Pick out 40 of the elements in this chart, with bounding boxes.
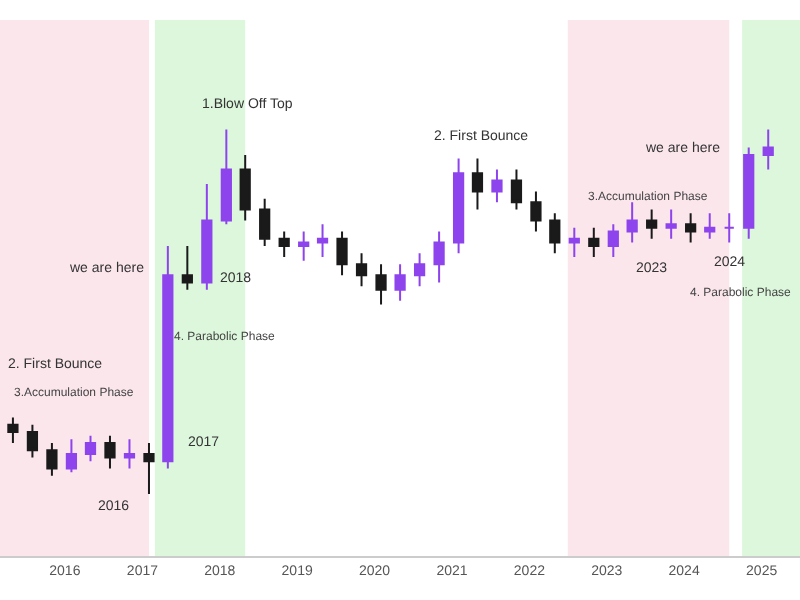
candlestick	[201, 183, 213, 291]
candlestick	[762, 128, 774, 171]
candlestick	[530, 190, 542, 233]
candlestick	[278, 230, 290, 258]
candlestick	[104, 434, 116, 470]
candlestick	[162, 245, 174, 470]
candlestick	[355, 252, 368, 288]
candlestick	[433, 230, 445, 284]
candlestick	[588, 226, 600, 258]
candlestick	[510, 168, 523, 211]
candlestick	[743, 146, 755, 240]
candlestick	[491, 168, 503, 204]
candlestick	[568, 226, 580, 258]
candlestick	[239, 153, 251, 222]
candlestick	[84, 434, 97, 463]
candlestick	[123, 438, 136, 470]
candlestick	[259, 197, 271, 248]
candlestick	[26, 423, 39, 459]
candlestick	[65, 438, 78, 474]
candlestick	[646, 208, 658, 240]
candlestick	[626, 201, 638, 244]
candlestick	[704, 212, 716, 240]
candlestick	[471, 157, 484, 211]
candlestick	[665, 208, 677, 240]
candlestick	[316, 223, 329, 258]
candlestick	[452, 157, 465, 255]
candlestick	[336, 230, 348, 277]
candlestick	[7, 416, 19, 444]
candlestick	[413, 252, 426, 288]
candlestick	[394, 263, 406, 302]
candlestick	[143, 441, 155, 496]
candlestick	[549, 212, 561, 255]
candlestick	[607, 223, 619, 258]
candlestick	[46, 441, 58, 477]
candlestick	[685, 212, 697, 244]
candlestick	[298, 230, 310, 262]
candlestick	[723, 212, 735, 244]
candlestick	[220, 128, 232, 226]
candlestick	[181, 245, 193, 291]
candlestick	[375, 263, 387, 306]
